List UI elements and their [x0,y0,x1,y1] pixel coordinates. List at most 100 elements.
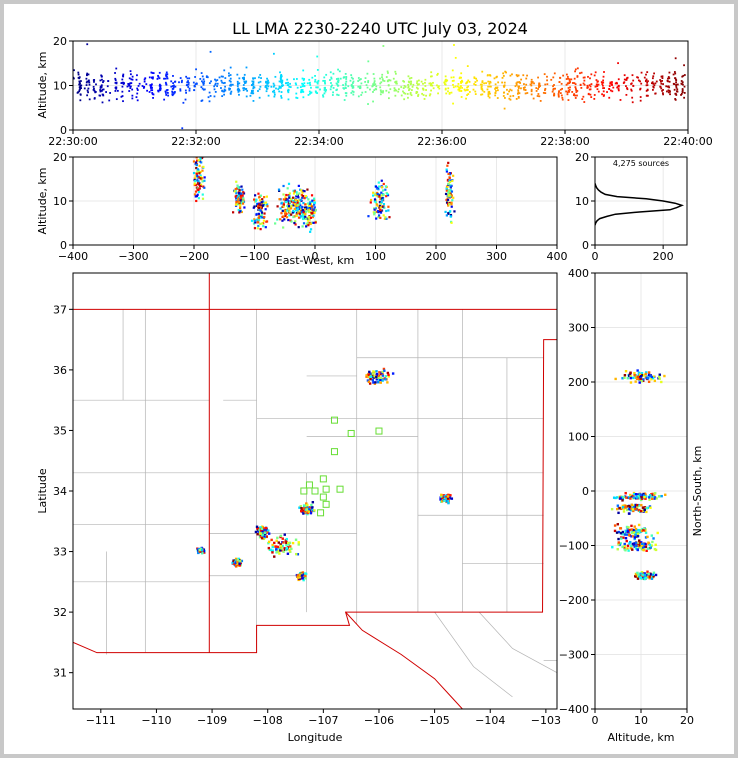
th-source-point [571,82,574,84]
th-source-point [79,99,82,102]
th-source-point [437,86,440,89]
ns-source-point [646,547,650,550]
th-source-point [338,70,341,73]
th-source-point [220,79,223,82]
ns-source-point [641,494,644,497]
ns-source-point [650,575,653,579]
th-source-point [100,90,103,92]
th-source-point [493,77,496,80]
th-source-point [568,79,571,82]
ew-source-point [299,208,302,212]
th-source-point [461,79,463,82]
th-source-point [409,83,412,86]
ew-source-point [313,203,316,206]
th-source-point [668,86,671,89]
map-source-point [387,375,390,378]
ew-source-point [198,182,201,185]
ns-source-point [657,375,661,379]
ew-source-point [194,161,198,164]
ew-source-point [282,193,285,196]
th-source-point [265,84,268,87]
th-source-point [102,81,104,84]
th-source-point [152,72,155,75]
map-source-point [391,372,395,375]
th-source-point [243,76,245,79]
th-source-point [488,92,491,94]
th-source-point [594,71,597,74]
ns-source-point [616,507,619,511]
th-source-point [372,91,374,93]
ns-source-point [628,508,632,511]
th-source-point [159,89,161,92]
ew-source-point [192,171,196,175]
ew-source-point [298,212,301,215]
th-source-point [76,91,79,94]
ew-source-point [297,184,300,188]
map-source-point [373,382,377,385]
map-source-point [234,561,237,565]
ew-source-point [312,214,315,217]
ew-source-point [263,204,266,207]
map-source-point [256,533,259,536]
th-source-point [668,89,671,92]
th-source-point [430,89,432,92]
th-source-point [99,90,102,93]
th-source-point [472,88,475,91]
th-source-point [486,74,489,77]
ew-source-point [258,208,261,211]
ns-source-point [644,531,648,534]
ew-source-point [378,194,381,197]
map-source-point [275,550,279,554]
th-source-point [220,87,222,89]
th-source-point [252,83,255,86]
th-source-point [157,74,159,77]
th-source-point [460,80,462,83]
th-source-point [519,82,522,84]
ns-source-point [623,533,627,536]
lma-station-marker [322,485,330,493]
map-source-point [260,535,263,538]
th-source-point [167,94,170,97]
ns-source-point [644,545,648,549]
th-source-point [242,87,245,90]
th-source-point [382,45,385,47]
th-source-point [468,80,471,83]
ew-source-point [297,216,301,219]
th-source-point [517,87,520,89]
lma-station-marker [347,429,355,437]
th-source-point [530,82,533,85]
th-source-point [645,79,647,82]
ew-source-point [256,218,259,221]
th-source-point [509,88,512,91]
ew-source-point [311,199,314,202]
ns-source-point [636,548,640,552]
ew-source-point [195,183,198,186]
ns-source-point [632,531,636,534]
th-source-point [344,86,347,89]
th-source-point [530,81,533,83]
th-source-point [691,81,693,83]
ew-source-point [310,212,314,215]
ew-source-point [451,199,454,202]
ew-source-point [449,189,452,192]
ns-source-point [627,533,631,537]
ns-source-point [648,505,652,508]
ns-source-point [648,543,652,547]
th-source-point [350,85,353,87]
th-source-point [323,89,326,91]
th-source-point [342,84,344,86]
th-source-point [296,97,299,99]
ns-source-point [634,575,637,578]
th-source-point [332,91,334,94]
th-source-point [250,90,253,93]
hist-ytick-label: 0 [582,239,589,252]
th-source-point [443,81,446,84]
th-source-point [201,75,204,78]
th-source-point [583,83,586,86]
th-source-point [332,87,335,89]
th-source-point [596,85,599,88]
th-source-point [501,81,504,84]
th-source-point [280,82,283,85]
map-source-point [262,534,266,537]
ns-source-point [645,574,648,577]
